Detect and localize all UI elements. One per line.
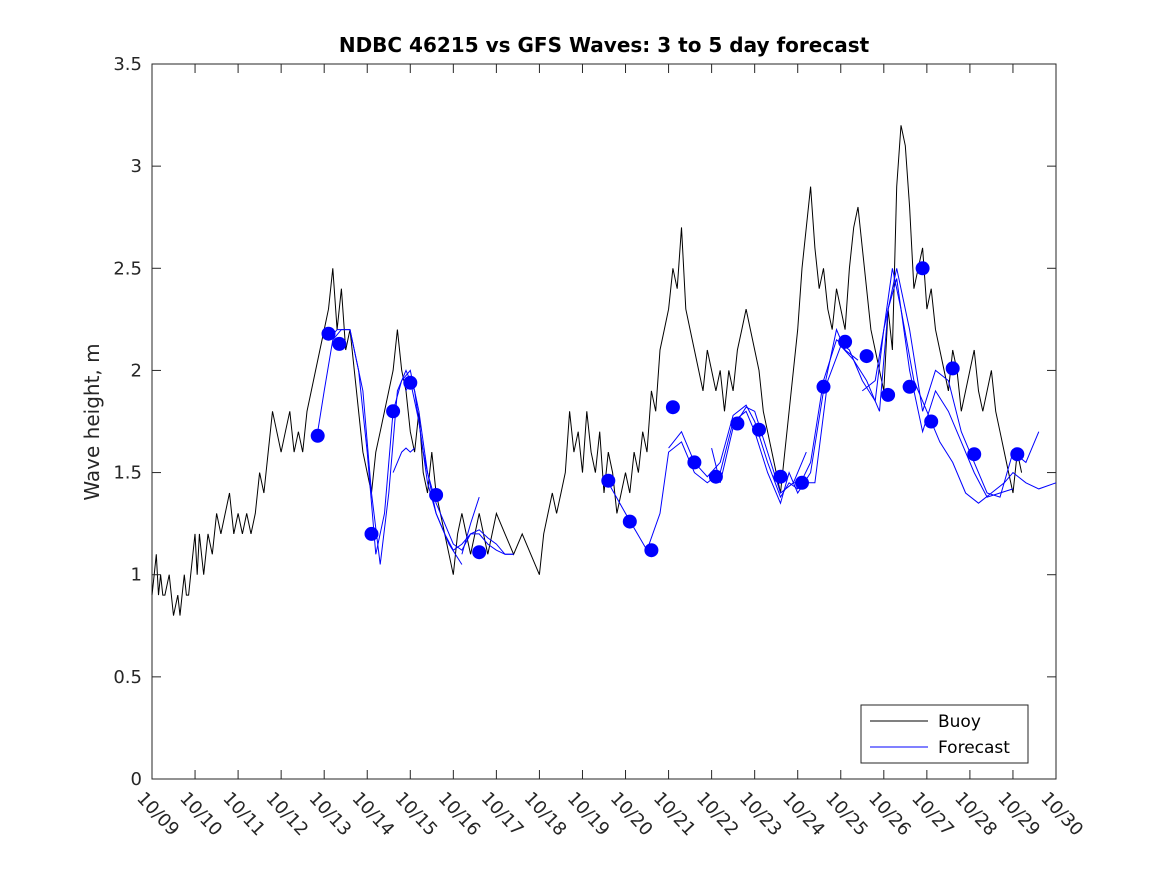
- forecast-point: [601, 473, 616, 488]
- y-tick-label: 2.5: [113, 258, 142, 279]
- x-tick-label: 10/28: [950, 788, 1001, 840]
- forecast-point: [773, 469, 788, 484]
- forecast-point: [310, 428, 325, 443]
- series-forecast-line: [461, 496, 480, 555]
- forecast-point: [386, 404, 401, 419]
- x-tick-label: 10/22: [692, 788, 743, 840]
- forecast-point: [902, 379, 917, 394]
- forecast-point: [730, 416, 745, 431]
- forecast-point: [622, 514, 637, 529]
- x-tick-label: 10/26: [864, 788, 915, 840]
- forecast-point: [838, 334, 853, 349]
- y-tick-label: 3.5: [113, 54, 142, 75]
- series-forecast-line: [792, 451, 807, 483]
- forecast-point: [859, 349, 874, 364]
- forecast-point: [752, 422, 766, 437]
- series-forecast-line: [711, 278, 1014, 498]
- forecast-point: [915, 261, 930, 276]
- x-tick-label: 10/10: [175, 788, 226, 840]
- plot-area: [151, 63, 1057, 780]
- y-tick-label: 0: [131, 769, 142, 790]
- x-tick-label: 10/14: [348, 788, 399, 840]
- series-forecast-line: [607, 327, 859, 552]
- x-tick-label: 10/21: [649, 788, 700, 840]
- series-forecast-line: [328, 329, 463, 565]
- forecast-point: [924, 414, 939, 429]
- x-tick-label: 10/24: [778, 788, 829, 840]
- forecast-point: [967, 447, 982, 462]
- y-tick-label: 1.5: [113, 463, 142, 484]
- x-tick-label: 10/17: [477, 788, 528, 840]
- forecast-point: [945, 361, 960, 376]
- forecast-point: [332, 336, 347, 351]
- y-tick-label: 1: [131, 565, 142, 586]
- forecast-point: [1010, 447, 1025, 462]
- plot-frame: [151, 63, 1057, 780]
- chart-title: NDBC 46215 vs GFS Waves: 3 to 5 day fore…: [339, 33, 870, 57]
- legend-buoy-label: Buoy: [938, 712, 981, 732]
- x-tick-label: 10/30: [1036, 788, 1087, 840]
- x-tick-label: 10/27: [907, 788, 958, 840]
- x-tick-label: 10/16: [434, 788, 485, 840]
- x-tick-label: 10/25: [821, 788, 872, 840]
- forecast-point: [429, 488, 444, 502]
- forecast-point: [364, 526, 379, 541]
- series-forecast-line: [392, 447, 415, 473]
- series-forecast-line: [861, 268, 1040, 498]
- y-tick-label: 2: [131, 360, 142, 381]
- forecast-point: [403, 375, 418, 390]
- forecast-point: [687, 455, 702, 470]
- y-axis-label: Wave height, m: [80, 343, 104, 500]
- x-tick-label: 10/12: [261, 788, 312, 840]
- forecast-point: [795, 475, 809, 490]
- x-tick-label: 10/29: [993, 788, 1044, 840]
- x-tick-label: 10/11: [218, 788, 269, 840]
- forecast-point: [816, 379, 831, 394]
- x-tick-label: 10/19: [563, 788, 614, 840]
- series-buoy-line: [151, 125, 1023, 616]
- forecast-point: [665, 400, 680, 415]
- x-tick-label: 10/20: [606, 788, 657, 840]
- y-axis: 0 0.5 1 1.5 2 2.5 3 3.5: [113, 54, 1056, 790]
- forecast-point: [708, 469, 723, 484]
- x-tick-label: 10/09: [132, 788, 183, 840]
- x-tick-label: 10/23: [735, 788, 786, 840]
- x-tick-label: 10/18: [520, 788, 571, 840]
- y-tick-label: 0.5: [113, 667, 142, 688]
- forecast-point: [472, 545, 487, 560]
- forecast-point: [881, 387, 896, 402]
- x-tick-label: 10/13: [305, 788, 356, 840]
- y-tick-label: 3: [131, 156, 142, 177]
- x-tick-label: 10/15: [391, 788, 442, 840]
- legend-forecast-label: Forecast: [938, 738, 1010, 758]
- legend: Buoy Forecast: [860, 704, 1029, 764]
- forecast-point: [321, 326, 336, 341]
- legend-box: [860, 704, 1029, 764]
- forecast-point: [644, 543, 659, 558]
